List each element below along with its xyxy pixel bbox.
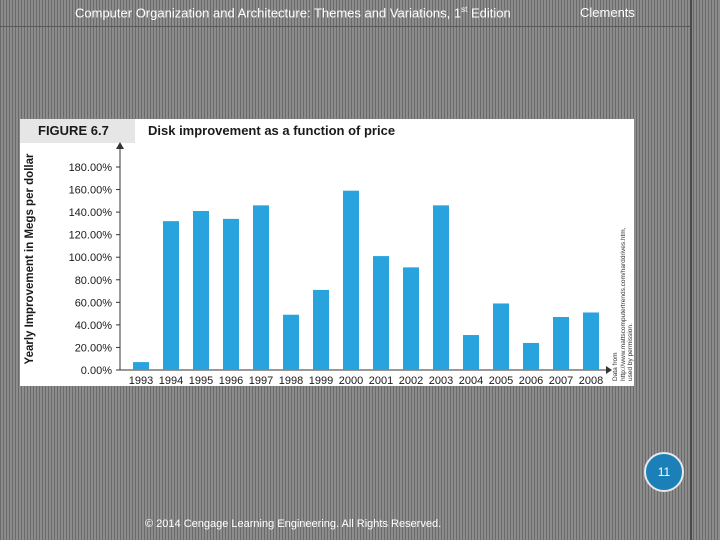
vertical-divider	[690, 0, 692, 540]
bar-1996	[223, 218, 239, 370]
y-axis-arrow	[116, 142, 124, 149]
bar-1993	[133, 362, 149, 370]
y-tick-label: 160.00%	[69, 185, 113, 197]
y-tick-label: 80.00%	[75, 275, 113, 287]
header-divider	[0, 26, 690, 27]
page-number-badge: 11	[644, 452, 684, 492]
bar-1999	[313, 289, 329, 370]
bar-2008	[583, 312, 599, 370]
bar-2004	[463, 335, 479, 370]
x-axis-arrow	[606, 366, 612, 374]
bar-2007	[553, 316, 569, 370]
bar-2002	[403, 267, 419, 370]
y-tick-label: 180.00%	[69, 162, 113, 174]
figure-credit: Data from http://www.mattscomputertrends…	[612, 227, 634, 381]
x-tick-label: 2000	[339, 375, 363, 386]
x-tick-label: 1995	[189, 375, 213, 386]
bar-2000	[343, 190, 359, 370]
x-tick-label: 1996	[219, 375, 243, 386]
y-tick-label: 0.00%	[81, 365, 112, 377]
x-tick-label: 2006	[519, 375, 543, 386]
copyright-footer: © 2014 Cengage Learning Engineering. All…	[145, 518, 442, 530]
bar-1998	[283, 314, 299, 370]
bar-2006	[523, 342, 539, 370]
bar-chart: 0.00% 20.00% 40.00% 60.00% 80.00% 100.00% 120.…	[24, 142, 612, 386]
x-tick-label: 1999	[309, 375, 333, 386]
y-axis-title: Yearly Improvement in Megs per dollar	[24, 153, 36, 364]
x-tick-label: 1997	[249, 375, 273, 386]
author-name: Clements	[580, 5, 635, 20]
x-tick-label: 2001	[369, 375, 393, 386]
x-tick-label: 1994	[159, 375, 183, 386]
x-tick-label: 1998	[279, 375, 303, 386]
bar-2005	[493, 303, 509, 370]
y-tick-label: 100.00%	[69, 252, 113, 264]
x-tick-label: 2004	[459, 375, 483, 386]
bar-2001	[373, 256, 389, 370]
x-tick-label: 2002	[399, 375, 423, 386]
figure-caption: Disk improvement as a function of price	[148, 123, 396, 138]
figure-panel: FIGURE 6.7 Disk improvement as a functio…	[20, 119, 634, 386]
bar-1994	[163, 221, 179, 370]
y-tick-label: 20.00%	[75, 342, 113, 354]
bar-1995	[193, 210, 209, 370]
book-title: Computer Organization and Architecture: …	[75, 5, 511, 21]
y-tick-label: 120.00%	[69, 230, 113, 242]
x-tick-label: 1993	[129, 375, 153, 386]
figure-label: FIGURE 6.7	[20, 119, 135, 143]
x-tick-label: 2005	[489, 375, 513, 386]
bar-1997	[253, 205, 269, 370]
y-tick-label: 140.00%	[69, 207, 113, 219]
x-tick-label: 2007	[549, 375, 573, 386]
y-tick-label: 60.00%	[75, 297, 113, 309]
x-tick-label: 2003	[429, 375, 453, 386]
figure-header: FIGURE 6.7 Disk improvement as a functio…	[20, 119, 634, 143]
bar-2003	[433, 205, 449, 370]
x-tick-label: 2008	[579, 375, 603, 386]
y-tick-label: 40.00%	[75, 320, 113, 332]
